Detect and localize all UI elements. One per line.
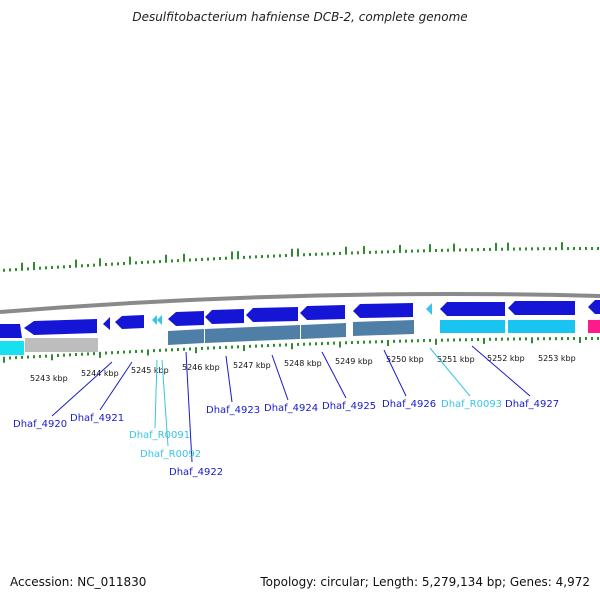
scale-label: 5253 kbp <box>538 354 576 363</box>
gene-arrow-dhaf-4923[interactable] <box>205 309 244 324</box>
leader-dhaf-4923 <box>225 355 233 403</box>
rna-bar-left <box>0 341 24 355</box>
genome-backbone <box>0 292 600 314</box>
scale-label: 5245 kbp <box>131 366 169 375</box>
gene-arrow-dhaf-4921[interactable] <box>115 315 144 329</box>
gene-label-dhaf-4924[interactable]: Dhaf_4924 <box>264 403 318 414</box>
scale-label: 5252 kbp <box>487 354 525 363</box>
leader-dhaf-4925 <box>321 351 347 399</box>
leader-dhaf-4921 <box>99 361 133 411</box>
rna-bar-1 <box>440 320 505 333</box>
gene-label-dhaf-4922[interactable]: Dhaf_4922 <box>169 467 223 478</box>
rna-arrow-r0091[interactable] <box>152 315 157 325</box>
gene-label-dhaf-4926[interactable]: Dhaf_4926 <box>382 399 436 410</box>
cds-bar-2 <box>205 325 300 343</box>
pseudo-bar <box>25 338 98 352</box>
gene-arrow-dhaf-4926[interactable] <box>353 303 413 318</box>
gene-label-dhaf-4923[interactable]: Dhaf_4923 <box>206 405 260 416</box>
gene-label-dhaf-4920[interactable]: Dhaf_4920 <box>13 419 67 430</box>
gene-arrow-dhaf-4922[interactable] <box>168 311 204 326</box>
gene-label-dhaf-r0093[interactable]: Dhaf_R0093 <box>441 399 502 410</box>
gene-label-dhaf-4925[interactable]: Dhaf_4925 <box>322 401 376 412</box>
cds-bar-3 <box>301 323 346 339</box>
leader-dhaf-r0091 <box>154 359 158 429</box>
scale-label: 5246 kbp <box>182 363 220 372</box>
cds-bar-1 <box>168 329 204 345</box>
gene-arrow-dhaf-4919[interactable] <box>0 324 22 338</box>
scale-label: 5247 kbp <box>233 361 271 370</box>
scale-label: 5251 kbp <box>437 355 475 364</box>
genome-title: Desulfitobacterium hafniense DCB-2, comp… <box>132 10 468 24</box>
gene-arrow-dhaf-4924[interactable] <box>246 307 298 322</box>
leader-dhaf-r0092 <box>161 359 169 447</box>
gene-label-dhaf-4927[interactable]: Dhaf_4927 <box>505 399 559 410</box>
leader-dhaf-4927 <box>471 345 531 397</box>
gene-arrow-dhaf-4920[interactable] <box>24 319 97 335</box>
leader-dhaf-4922 <box>185 351 193 463</box>
feature-track <box>0 300 600 355</box>
gene-arrow-small-1[interactable] <box>103 317 110 330</box>
cds-bar-4 <box>353 320 414 336</box>
label-leaders <box>51 345 531 463</box>
scale-label: 5250 kbp <box>386 355 424 364</box>
gene-arrow-dhaf-4928[interactable] <box>508 301 575 315</box>
gene-arrow-dhaf-4929[interactable] <box>588 300 600 314</box>
gc-skew-track <box>3 242 599 272</box>
rna-arrow-r0092[interactable] <box>157 315 162 325</box>
rna-bar-2 <box>508 320 575 333</box>
accession-label: Accession: NC_011830 <box>10 575 147 589</box>
gene-labels: Dhaf_4920 Dhaf_4921 Dhaf_R0091 Dhaf_R009… <box>13 399 559 478</box>
gene-label-dhaf-4921[interactable]: Dhaf_4921 <box>70 413 124 424</box>
scale-label: 5243 kbp <box>30 374 68 383</box>
scale-label: 5248 kbp <box>284 359 322 368</box>
gene-arrow-dhaf-4925[interactable] <box>300 305 345 320</box>
scale-label: 5249 kbp <box>335 357 373 366</box>
topology-label: Topology: circular; Length: 5,279,134 bp… <box>260 575 590 589</box>
gene-arrow-dhaf-4927[interactable] <box>440 302 505 316</box>
gene-label-dhaf-r0092[interactable]: Dhaf_R0092 <box>140 449 201 460</box>
gene-label-dhaf-r0091[interactable]: Dhaf_R0091 <box>129 430 190 441</box>
other-bar <box>588 320 600 333</box>
rna-arrow-r0093[interactable] <box>426 303 432 315</box>
leader-dhaf-r0093 <box>429 347 471 397</box>
leader-dhaf-4926 <box>383 349 407 397</box>
leader-dhaf-4924 <box>271 354 289 401</box>
leader-dhaf-4920 <box>51 361 113 417</box>
